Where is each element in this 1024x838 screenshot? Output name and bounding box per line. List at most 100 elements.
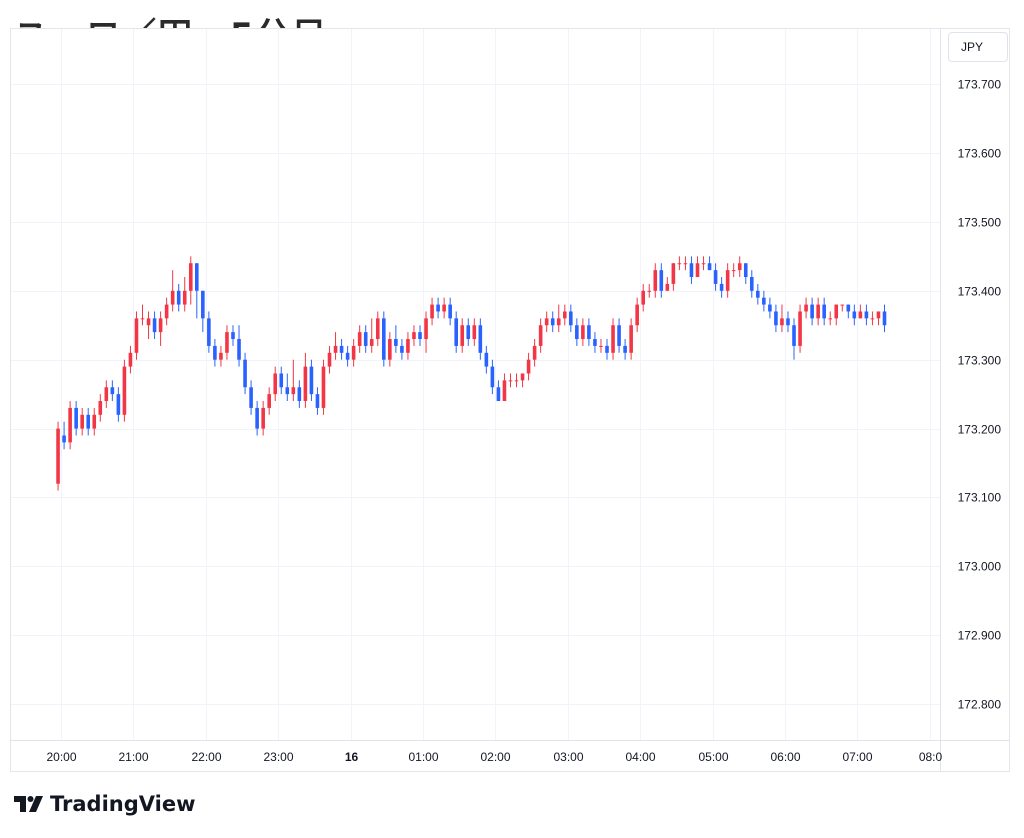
candle-body bbox=[170, 290, 175, 305]
candle-body bbox=[140, 318, 145, 320]
candle bbox=[267, 387, 271, 415]
candle bbox=[846, 304, 851, 319]
candle bbox=[195, 263, 199, 319]
candle bbox=[526, 352, 531, 381]
candle bbox=[249, 380, 253, 415]
candle-body bbox=[315, 394, 320, 408]
candle bbox=[532, 339, 537, 367]
candle bbox=[454, 311, 458, 353]
candle bbox=[363, 325, 368, 353]
candle-body bbox=[526, 359, 531, 374]
candle bbox=[484, 345, 489, 374]
candle-layer bbox=[56, 256, 887, 491]
candle bbox=[641, 283, 646, 312]
candle-body bbox=[707, 263, 712, 271]
candle bbox=[140, 304, 145, 326]
candle bbox=[394, 325, 398, 353]
candle bbox=[466, 318, 471, 346]
candle-body bbox=[792, 325, 796, 346]
candle bbox=[538, 318, 543, 353]
candle-body bbox=[575, 325, 579, 340]
price-tick-label: 173.700 bbox=[958, 78, 1002, 92]
candle-body bbox=[641, 290, 646, 305]
candle-body bbox=[514, 380, 519, 382]
candle bbox=[792, 318, 796, 360]
candle-body bbox=[394, 339, 398, 346]
candle-body bbox=[255, 407, 259, 429]
candle bbox=[122, 359, 127, 422]
candle bbox=[207, 311, 211, 353]
candle-body bbox=[406, 339, 410, 353]
candle bbox=[719, 277, 724, 298]
candle bbox=[731, 263, 736, 278]
candle bbox=[562, 304, 567, 326]
candle-body bbox=[134, 318, 139, 353]
candle-body bbox=[249, 387, 253, 408]
tradingview-wordmark: TradingView bbox=[50, 792, 196, 816]
candle bbox=[74, 401, 78, 436]
candle-body bbox=[382, 318, 386, 360]
candle-body bbox=[556, 318, 561, 326]
candle-body bbox=[357, 332, 362, 346]
candle bbox=[514, 373, 519, 388]
candle bbox=[804, 297, 808, 319]
candle-body bbox=[810, 304, 814, 319]
candle-body bbox=[550, 318, 555, 326]
candle-body bbox=[623, 345, 627, 353]
candle bbox=[713, 263, 718, 291]
candle bbox=[798, 304, 802, 353]
candle bbox=[291, 359, 296, 402]
candle-body bbox=[219, 352, 223, 360]
candle bbox=[339, 339, 344, 360]
candle-body bbox=[285, 387, 290, 395]
candle-body bbox=[562, 311, 567, 319]
candle bbox=[556, 304, 561, 333]
candle-body bbox=[472, 325, 477, 340]
candle bbox=[870, 311, 875, 326]
candle-body bbox=[822, 304, 826, 319]
time-tick-label: 01:00 bbox=[408, 750, 438, 764]
candle bbox=[581, 318, 585, 346]
candle-body bbox=[146, 318, 151, 326]
candle bbox=[605, 339, 609, 360]
candle bbox=[617, 318, 621, 353]
chart-frame bbox=[10, 28, 1010, 772]
candle-body bbox=[466, 325, 471, 340]
time-tick-label: 20:00 bbox=[46, 750, 76, 764]
candle bbox=[520, 373, 525, 388]
candle bbox=[273, 366, 278, 402]
candle-body bbox=[659, 270, 664, 291]
currency-selector[interactable]: JPY bbox=[948, 32, 1008, 62]
time-tick-label: 03:00 bbox=[553, 750, 583, 764]
candle-body bbox=[273, 373, 278, 395]
candle bbox=[460, 318, 465, 353]
candle-body bbox=[768, 304, 772, 312]
candle-body bbox=[454, 318, 458, 346]
candle-body bbox=[321, 366, 326, 408]
time-axis: 20:00 21:00 22:00 23:00 16 01:00 02:00 03:00 04:… bbox=[11, 740, 1009, 764]
candle bbox=[496, 380, 501, 402]
candle-body bbox=[116, 394, 121, 415]
candle bbox=[743, 263, 748, 284]
candle bbox=[816, 297, 820, 326]
candle-body bbox=[339, 345, 344, 353]
candle bbox=[478, 318, 483, 360]
candle-body bbox=[798, 311, 802, 346]
candle bbox=[810, 297, 814, 326]
candle bbox=[852, 304, 857, 326]
candle bbox=[502, 373, 507, 402]
tradingview-logo[interactable]: TradingView bbox=[14, 792, 195, 816]
candle-body bbox=[737, 263, 742, 271]
time-tick-label: 07:00 bbox=[842, 750, 872, 764]
price-tick-label: 173.000 bbox=[958, 560, 1002, 574]
candle-body bbox=[532, 345, 537, 360]
candle-body bbox=[629, 325, 633, 353]
candle-body bbox=[653, 270, 658, 291]
candle-body bbox=[725, 270, 730, 291]
candle bbox=[315, 387, 320, 415]
candle-body bbox=[689, 263, 694, 278]
candle-body bbox=[816, 304, 820, 319]
candle-body bbox=[617, 325, 621, 346]
candle bbox=[110, 380, 115, 402]
